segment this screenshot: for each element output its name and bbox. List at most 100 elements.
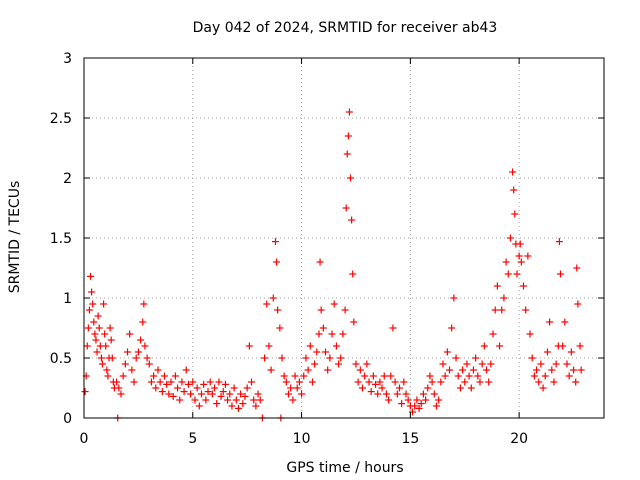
data-point xyxy=(539,384,547,392)
data-point xyxy=(570,366,578,374)
data-point xyxy=(83,342,91,350)
data-point xyxy=(104,372,112,380)
data-point xyxy=(237,390,245,398)
data-point xyxy=(349,270,357,278)
data-point xyxy=(387,372,395,380)
y-tick-label: 0.5 xyxy=(50,351,72,367)
data-point xyxy=(432,402,440,410)
data-point xyxy=(182,366,190,374)
data-point xyxy=(221,380,229,388)
data-point xyxy=(548,366,556,374)
data-point xyxy=(197,390,205,398)
data-point xyxy=(361,372,369,380)
data-point xyxy=(316,258,324,266)
data-point xyxy=(156,378,164,386)
data-point xyxy=(274,306,282,314)
data-point xyxy=(319,324,327,332)
data-point xyxy=(426,372,434,380)
data-point xyxy=(126,330,134,338)
data-point xyxy=(121,360,129,368)
data-point xyxy=(208,390,216,398)
data-point xyxy=(395,384,403,392)
data-point xyxy=(200,380,208,388)
data-point xyxy=(348,216,356,224)
data-point xyxy=(302,354,310,362)
data-point xyxy=(141,342,149,350)
y-tick-label: 3 xyxy=(63,51,72,67)
data-point xyxy=(84,324,92,332)
data-point xyxy=(150,372,158,380)
data-point xyxy=(372,380,380,388)
data-point xyxy=(543,348,551,356)
data-point xyxy=(134,348,142,356)
data-point xyxy=(389,324,397,332)
data-point xyxy=(95,324,103,332)
data-point xyxy=(398,400,406,408)
data-point xyxy=(358,384,366,392)
data-point xyxy=(559,342,567,350)
data-point xyxy=(287,384,295,392)
data-point xyxy=(215,378,223,386)
data-point xyxy=(530,372,538,380)
data-point xyxy=(108,354,116,362)
data-point xyxy=(291,372,299,380)
data-point xyxy=(493,282,501,290)
data-point xyxy=(115,384,123,392)
data-point xyxy=(400,378,408,386)
data-point xyxy=(572,378,580,386)
data-point xyxy=(189,378,197,386)
data-point xyxy=(352,360,360,368)
data-point xyxy=(278,354,286,362)
data-point xyxy=(504,270,512,278)
data-point xyxy=(243,384,251,392)
data-point xyxy=(271,238,279,246)
data-point xyxy=(128,366,136,374)
data-point xyxy=(491,306,499,314)
data-point xyxy=(441,372,449,380)
data-point xyxy=(342,204,350,212)
data-point xyxy=(574,300,582,308)
x-tick-label: 10 xyxy=(293,431,311,447)
data-point xyxy=(224,396,232,404)
data-point xyxy=(167,378,175,386)
data-point xyxy=(506,234,514,242)
data-point xyxy=(250,396,258,404)
data-point xyxy=(513,270,521,278)
plot-area xyxy=(81,108,585,422)
data-point xyxy=(174,384,182,392)
data-point xyxy=(376,378,384,386)
y-tick-label: 1.5 xyxy=(50,231,72,247)
data-point xyxy=(496,342,504,350)
data-point xyxy=(541,372,549,380)
data-point xyxy=(382,390,390,398)
data-point xyxy=(365,378,373,386)
data-point xyxy=(565,372,573,380)
data-point xyxy=(239,400,247,408)
data-point xyxy=(577,366,585,374)
data-point xyxy=(446,366,454,374)
data-point xyxy=(241,392,249,400)
data-point xyxy=(456,384,464,392)
y-tick-label: 0 xyxy=(63,411,72,427)
data-point xyxy=(356,366,364,374)
data-point xyxy=(469,366,477,374)
data-point xyxy=(528,354,536,362)
data-point xyxy=(413,396,421,404)
data-point xyxy=(450,294,458,302)
data-point xyxy=(304,366,312,374)
data-point xyxy=(276,324,284,332)
data-point xyxy=(147,378,155,386)
data-point xyxy=(452,354,460,362)
data-point xyxy=(295,378,303,386)
x-tick-label: 5 xyxy=(188,431,197,447)
data-point xyxy=(158,388,166,396)
data-point xyxy=(546,318,554,326)
data-point xyxy=(343,150,351,158)
data-point xyxy=(265,342,273,350)
data-point xyxy=(459,366,467,374)
data-point xyxy=(81,388,89,396)
data-point xyxy=(206,378,214,386)
data-point xyxy=(163,380,171,388)
data-point xyxy=(93,348,101,356)
